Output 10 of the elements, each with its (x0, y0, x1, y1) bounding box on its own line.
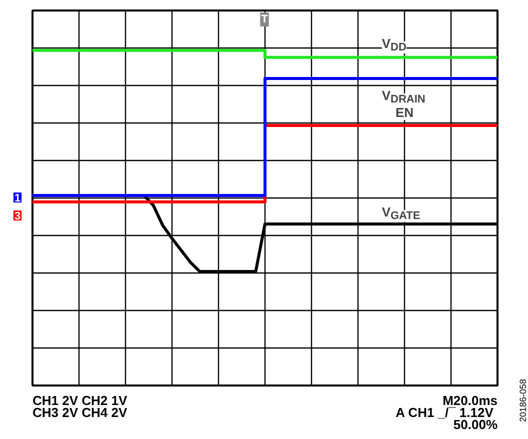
text: 50.00% (453, 417, 498, 432)
text: A CH1 _/¯ 1.12V (396, 405, 494, 420)
text: M20.0ms (442, 393, 498, 408)
text: 20186-058 (518, 378, 528, 422)
text: CH3 2V CH4 2V (32, 405, 128, 420)
text: 1 (14, 192, 21, 204)
text: T (261, 14, 268, 26)
series-label: EN (395, 104, 414, 120)
text: CH1 2V CH2 1V (32, 393, 128, 408)
text: 3 (14, 210, 21, 222)
